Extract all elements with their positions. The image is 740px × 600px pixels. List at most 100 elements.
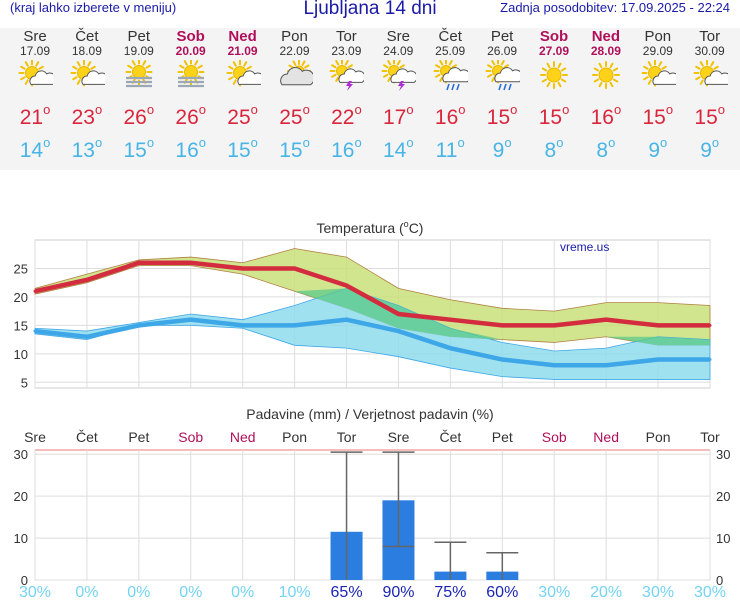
- max-temp-value: 25: [227, 106, 251, 129]
- y-tick-label-right: 0: [716, 573, 723, 588]
- min-point: [189, 318, 193, 322]
- degree-mark: o: [660, 135, 668, 150]
- degree-mark: o: [458, 102, 466, 117]
- day-column: Sre 17.09 21o 14o: [9, 28, 61, 164]
- min-temp-value: 8: [596, 139, 609, 162]
- degree-mark: o: [717, 102, 725, 117]
- day-column: Pon 22.09 25o 15o: [269, 28, 321, 164]
- day-date: 22.09: [279, 44, 310, 58]
- max-point: [33, 289, 37, 293]
- degree-mark: o: [457, 135, 465, 150]
- min-point: [448, 346, 452, 350]
- degree-mark: o: [43, 102, 51, 117]
- min-point: [137, 323, 141, 327]
- day-name: Čet: [75, 28, 99, 45]
- y-tick-label: 0: [21, 573, 28, 588]
- y-tick-label: 10: [14, 531, 28, 546]
- max-temp-value: 16: [590, 106, 614, 129]
- precip-probability: 0%: [231, 584, 254, 600]
- day-date: 27.09: [538, 44, 570, 58]
- day-name: Pet: [127, 28, 151, 45]
- x-tick-label: Pet: [492, 429, 513, 445]
- max-point: [241, 266, 245, 270]
- chart-title: Temperatura (oC): [317, 219, 424, 236]
- precipitation-chart: Padavine (mm) / Verjetnost padavin (%) Sr…: [14, 406, 731, 600]
- min-point: [552, 363, 556, 367]
- day-date: 25.09: [435, 44, 466, 58]
- y-tick-label: 20: [14, 489, 28, 504]
- max-point: [137, 261, 141, 265]
- degree-mark: o: [562, 102, 570, 117]
- precip-probability: 0%: [75, 584, 98, 600]
- min-temperature: 14o: [9, 130, 61, 164]
- day-date: 28.09: [590, 44, 621, 58]
- x-tick-label: Tor: [700, 429, 720, 445]
- rain-icon: [433, 60, 469, 91]
- day-name: Sre: [23, 28, 47, 45]
- y-tick-label: 10: [14, 347, 28, 362]
- day-name: Pon: [281, 28, 308, 45]
- min-point: [656, 358, 660, 362]
- sun-fog-icon: [177, 60, 205, 88]
- precip-probability: 30%: [642, 584, 674, 600]
- max-point: [708, 323, 712, 327]
- max-temperature: 15o: [476, 98, 528, 130]
- max-point: [500, 323, 504, 327]
- max-temp-value: 15: [486, 106, 511, 129]
- max-temp-value: 17: [383, 106, 407, 129]
- sun-fog-icon: [125, 60, 153, 88]
- day-date: 19.09: [123, 44, 154, 58]
- day-column: Pet 26.09 15o 9o: [476, 28, 528, 164]
- day-date: 29.09: [642, 44, 673, 58]
- max-temp-value: 16: [434, 106, 459, 129]
- min-temp-value: 8: [544, 139, 557, 162]
- degree-mark: o: [354, 102, 362, 117]
- x-tick-label: Pon: [282, 429, 307, 445]
- max-point: [448, 318, 452, 322]
- max-point: [396, 312, 400, 316]
- max-point: [604, 318, 608, 322]
- min-temp-value: 9: [492, 139, 505, 162]
- min-temperature: 14o: [372, 130, 424, 164]
- min-temperature: 9o: [476, 130, 528, 164]
- min-point: [345, 318, 349, 322]
- degree-mark: o: [556, 135, 564, 150]
- min-temp-value: 13: [71, 139, 95, 162]
- max-temperature: 25o: [269, 98, 321, 130]
- min-temperature: 8o: [528, 130, 580, 164]
- min-point: [33, 329, 37, 333]
- x-tick-label: Sob: [542, 429, 567, 445]
- degree-mark: o: [43, 135, 51, 150]
- sun-icon: [540, 61, 568, 89]
- degree-mark: o: [302, 135, 310, 150]
- min-temperature: 9o: [684, 130, 736, 164]
- temperature-chart: Temperatura (oC) 5 10 15 20 25 vreme.us: [14, 219, 712, 390]
- y-tick-label: 25: [14, 261, 28, 276]
- y-tick-label: 20: [14, 290, 28, 305]
- degree-mark: o: [198, 135, 206, 150]
- x-tick-label: Tor: [337, 429, 357, 445]
- degree-mark: o: [510, 102, 518, 117]
- max-temp-value: 15: [694, 106, 718, 129]
- min-temperature: 16o: [165, 130, 217, 164]
- day-column: Sre 24.09 17o 14o: [372, 28, 424, 164]
- min-point: [241, 323, 245, 327]
- max-temp-value: 25: [279, 106, 303, 129]
- day-column: Ned 28.09 16o 8o: [580, 28, 632, 164]
- min-point: [293, 323, 297, 327]
- chart-title: Padavine (mm) / Verjetnost padavin (%): [246, 406, 493, 422]
- day-column: Čet 18.09 23o 13o: [61, 28, 113, 164]
- degree-mark: o: [608, 135, 616, 150]
- max-temp-value: 15: [642, 106, 666, 129]
- max-temp-value: 22: [331, 106, 355, 129]
- degree-mark: o: [504, 135, 512, 150]
- y-tick-label-right: 30: [716, 447, 730, 462]
- thunderstorm-icon: [381, 60, 417, 91]
- min-temp-value: 11: [435, 139, 458, 162]
- watermark: vreme.us: [560, 240, 609, 254]
- precip-probability: 20%: [590, 584, 622, 600]
- day-column: Pon 29.09 15o 9o: [632, 28, 684, 164]
- max-temp-value: 26: [175, 106, 199, 129]
- day-name: Čet: [438, 28, 462, 45]
- degree-mark: o: [406, 135, 414, 150]
